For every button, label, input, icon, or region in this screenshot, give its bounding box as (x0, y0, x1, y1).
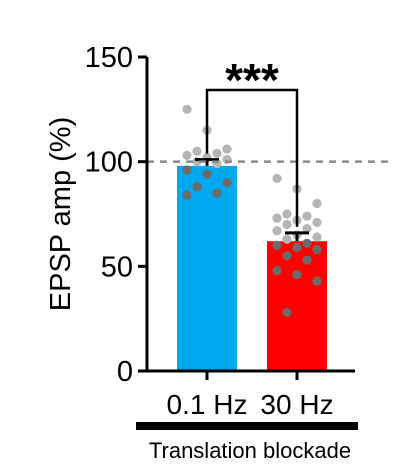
group-bar (136, 422, 358, 430)
data-point (202, 169, 212, 179)
data-point (292, 270, 302, 280)
y-tick-label: 150 (85, 42, 133, 74)
data-point (222, 144, 232, 154)
x-tick-label: 0.1 Hz (167, 389, 248, 420)
data-point (192, 146, 202, 156)
data-point (272, 240, 282, 250)
y-tick-label: 100 (85, 147, 133, 179)
data-point (312, 244, 322, 255)
data-point (192, 182, 202, 192)
data-point (212, 188, 222, 198)
data-point (302, 255, 312, 265)
plot-area (147, 104, 388, 371)
bar-0 (177, 165, 237, 371)
y-tick-label: 50 (101, 251, 133, 283)
data-point (182, 190, 192, 200)
data-point (312, 232, 322, 242)
data-point (272, 265, 282, 276)
data-point (312, 276, 322, 286)
data-point (272, 226, 282, 236)
data-point (302, 224, 312, 234)
significance-bracket (205, 88, 299, 227)
y-tick-label: 0 (117, 356, 133, 388)
data-point (282, 251, 292, 261)
bar-1 (267, 241, 327, 371)
data-point (282, 234, 292, 244)
data-point (302, 238, 312, 248)
axes: 0 50 100 150 0.1 Hz 30 Hz EPSP amp (%) (45, 42, 355, 420)
data-point (212, 148, 222, 158)
annotations: *** Translation blockade (136, 54, 358, 463)
data-point (312, 217, 322, 227)
data-point (312, 198, 322, 209)
data-point (182, 104, 192, 114)
data-point (182, 150, 192, 160)
y-axis-title: EPSP amp (%) (45, 117, 77, 311)
significance-stars: *** (225, 54, 279, 106)
data-point (292, 242, 302, 253)
data-point (272, 213, 282, 223)
data-point (272, 173, 282, 184)
data-point (302, 211, 312, 221)
data-point (282, 307, 292, 317)
data-point (282, 219, 292, 230)
group-label: Translation blockade (149, 438, 351, 463)
data-point (282, 209, 292, 219)
x-tick-label: 30 Hz (260, 389, 333, 420)
data-point (222, 178, 232, 188)
data-point (182, 165, 192, 175)
